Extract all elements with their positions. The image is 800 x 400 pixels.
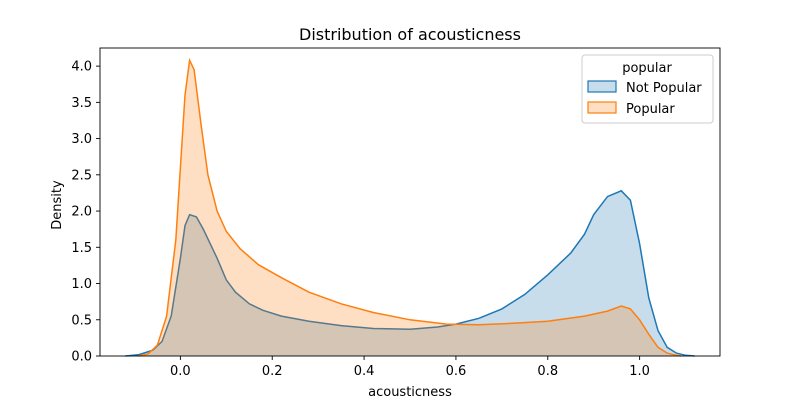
x-tick-label: 0.8	[537, 364, 558, 379]
x-tick-label: 0.2	[262, 364, 283, 379]
y-tick-label: 3.0	[71, 132, 92, 147]
legend-title: popular	[622, 61, 672, 76]
y-tick-label: 1.5	[71, 241, 92, 256]
x-tick-label: 0.4	[354, 364, 375, 379]
y-tick-label: 3.5	[71, 96, 92, 111]
legend-swatch-not-popular	[587, 80, 617, 93]
x-axis-label: acousticness	[368, 385, 452, 400]
y-tick-label: 2.5	[71, 168, 92, 183]
x-tick-label: 1.0	[629, 364, 650, 379]
y-tick-label: 2.0	[71, 205, 92, 220]
chart-title: Distribution of acousticness	[299, 25, 521, 44]
density-line-not-popular	[125, 189, 695, 357]
y-tick-label: 0.5	[71, 313, 92, 328]
y-tick-label: 0.0	[71, 350, 92, 365]
legend-swatch-popular	[587, 101, 617, 114]
x-tick-label: 0.0	[170, 364, 191, 379]
legend-label-popular: Popular	[626, 102, 675, 117]
density-area-popular	[139, 60, 681, 357]
axes-layer: 0.0 0.2 0.4 0.6 0.8 1.0 0.0 0.5 1.0 1.5 2.0 2.5 3.0 3…	[71, 47, 721, 379]
density-area-not-popular	[125, 190, 695, 356]
y-tick-label: 4.0	[71, 60, 92, 75]
legend: popular Not Popular Popular	[581, 54, 714, 124]
y-tick-label: 1.0	[71, 277, 92, 292]
legend-label-not-popular: Not Popular	[626, 81, 702, 96]
plot-layer	[125, 57, 695, 357]
axes-frame	[99, 47, 721, 357]
x-tick-label: 0.6	[446, 364, 467, 379]
legend-box	[581, 54, 714, 124]
y-axis-label: Density	[50, 180, 65, 230]
density-line-popular	[138, 57, 682, 357]
